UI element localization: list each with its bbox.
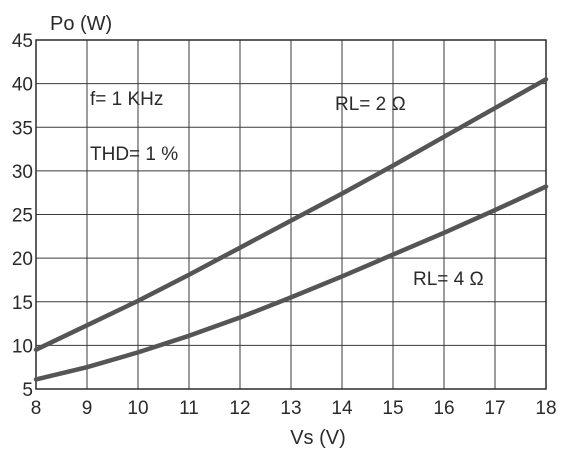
x-axis-title: Vs (V): [290, 427, 346, 449]
x-tick-label: 16: [433, 398, 454, 419]
annotation-frequency: f= 1 KHz: [90, 89, 163, 110]
y-axis-title: Po (W): [50, 13, 112, 35]
y-tick-label: 20: [12, 249, 33, 270]
x-tick-label: 10: [127, 398, 148, 419]
annotation-thd: THD= 1 %: [90, 144, 178, 165]
series-label-rl-4-ohm: RL= 4 Ω: [413, 269, 484, 290]
x-tick-label: 8: [31, 398, 42, 419]
series-line-rl-2-ohm: [33, 77, 549, 352]
y-tick-label: 35: [12, 118, 33, 139]
y-tick-label: 15: [12, 293, 33, 314]
x-tick-label: 9: [82, 398, 93, 419]
y-tick-label: 10: [12, 336, 33, 357]
y-tick-label: 5: [22, 380, 33, 401]
x-tick-label: 17: [484, 398, 505, 419]
x-tick-label: 14: [331, 398, 353, 419]
x-tick-label: 13: [280, 398, 301, 419]
x-tick-label: 15: [382, 398, 403, 419]
y-tick-label: 45: [12, 31, 33, 52]
series-layer: [33, 77, 549, 382]
series-label-rl-2-ohm: RL= 2 Ω: [335, 94, 406, 115]
plot-frame: [35, 39, 547, 390]
tick-labels: 8 9 10 11 12 13 14 15 16 17 18 5 10 15 20 25 30 35 40 45: [12, 31, 557, 419]
y-tick-label: 40: [12, 75, 33, 96]
plot-border: [35, 39, 547, 390]
x-tick-label: 18: [535, 398, 556, 419]
x-tick-label: 12: [229, 398, 250, 419]
x-tick-label: 11: [179, 398, 199, 419]
y-tick-label: 25: [12, 206, 33, 227]
y-tick-label: 30: [12, 162, 33, 183]
series-line-rl-4-ohm: [33, 184, 549, 382]
